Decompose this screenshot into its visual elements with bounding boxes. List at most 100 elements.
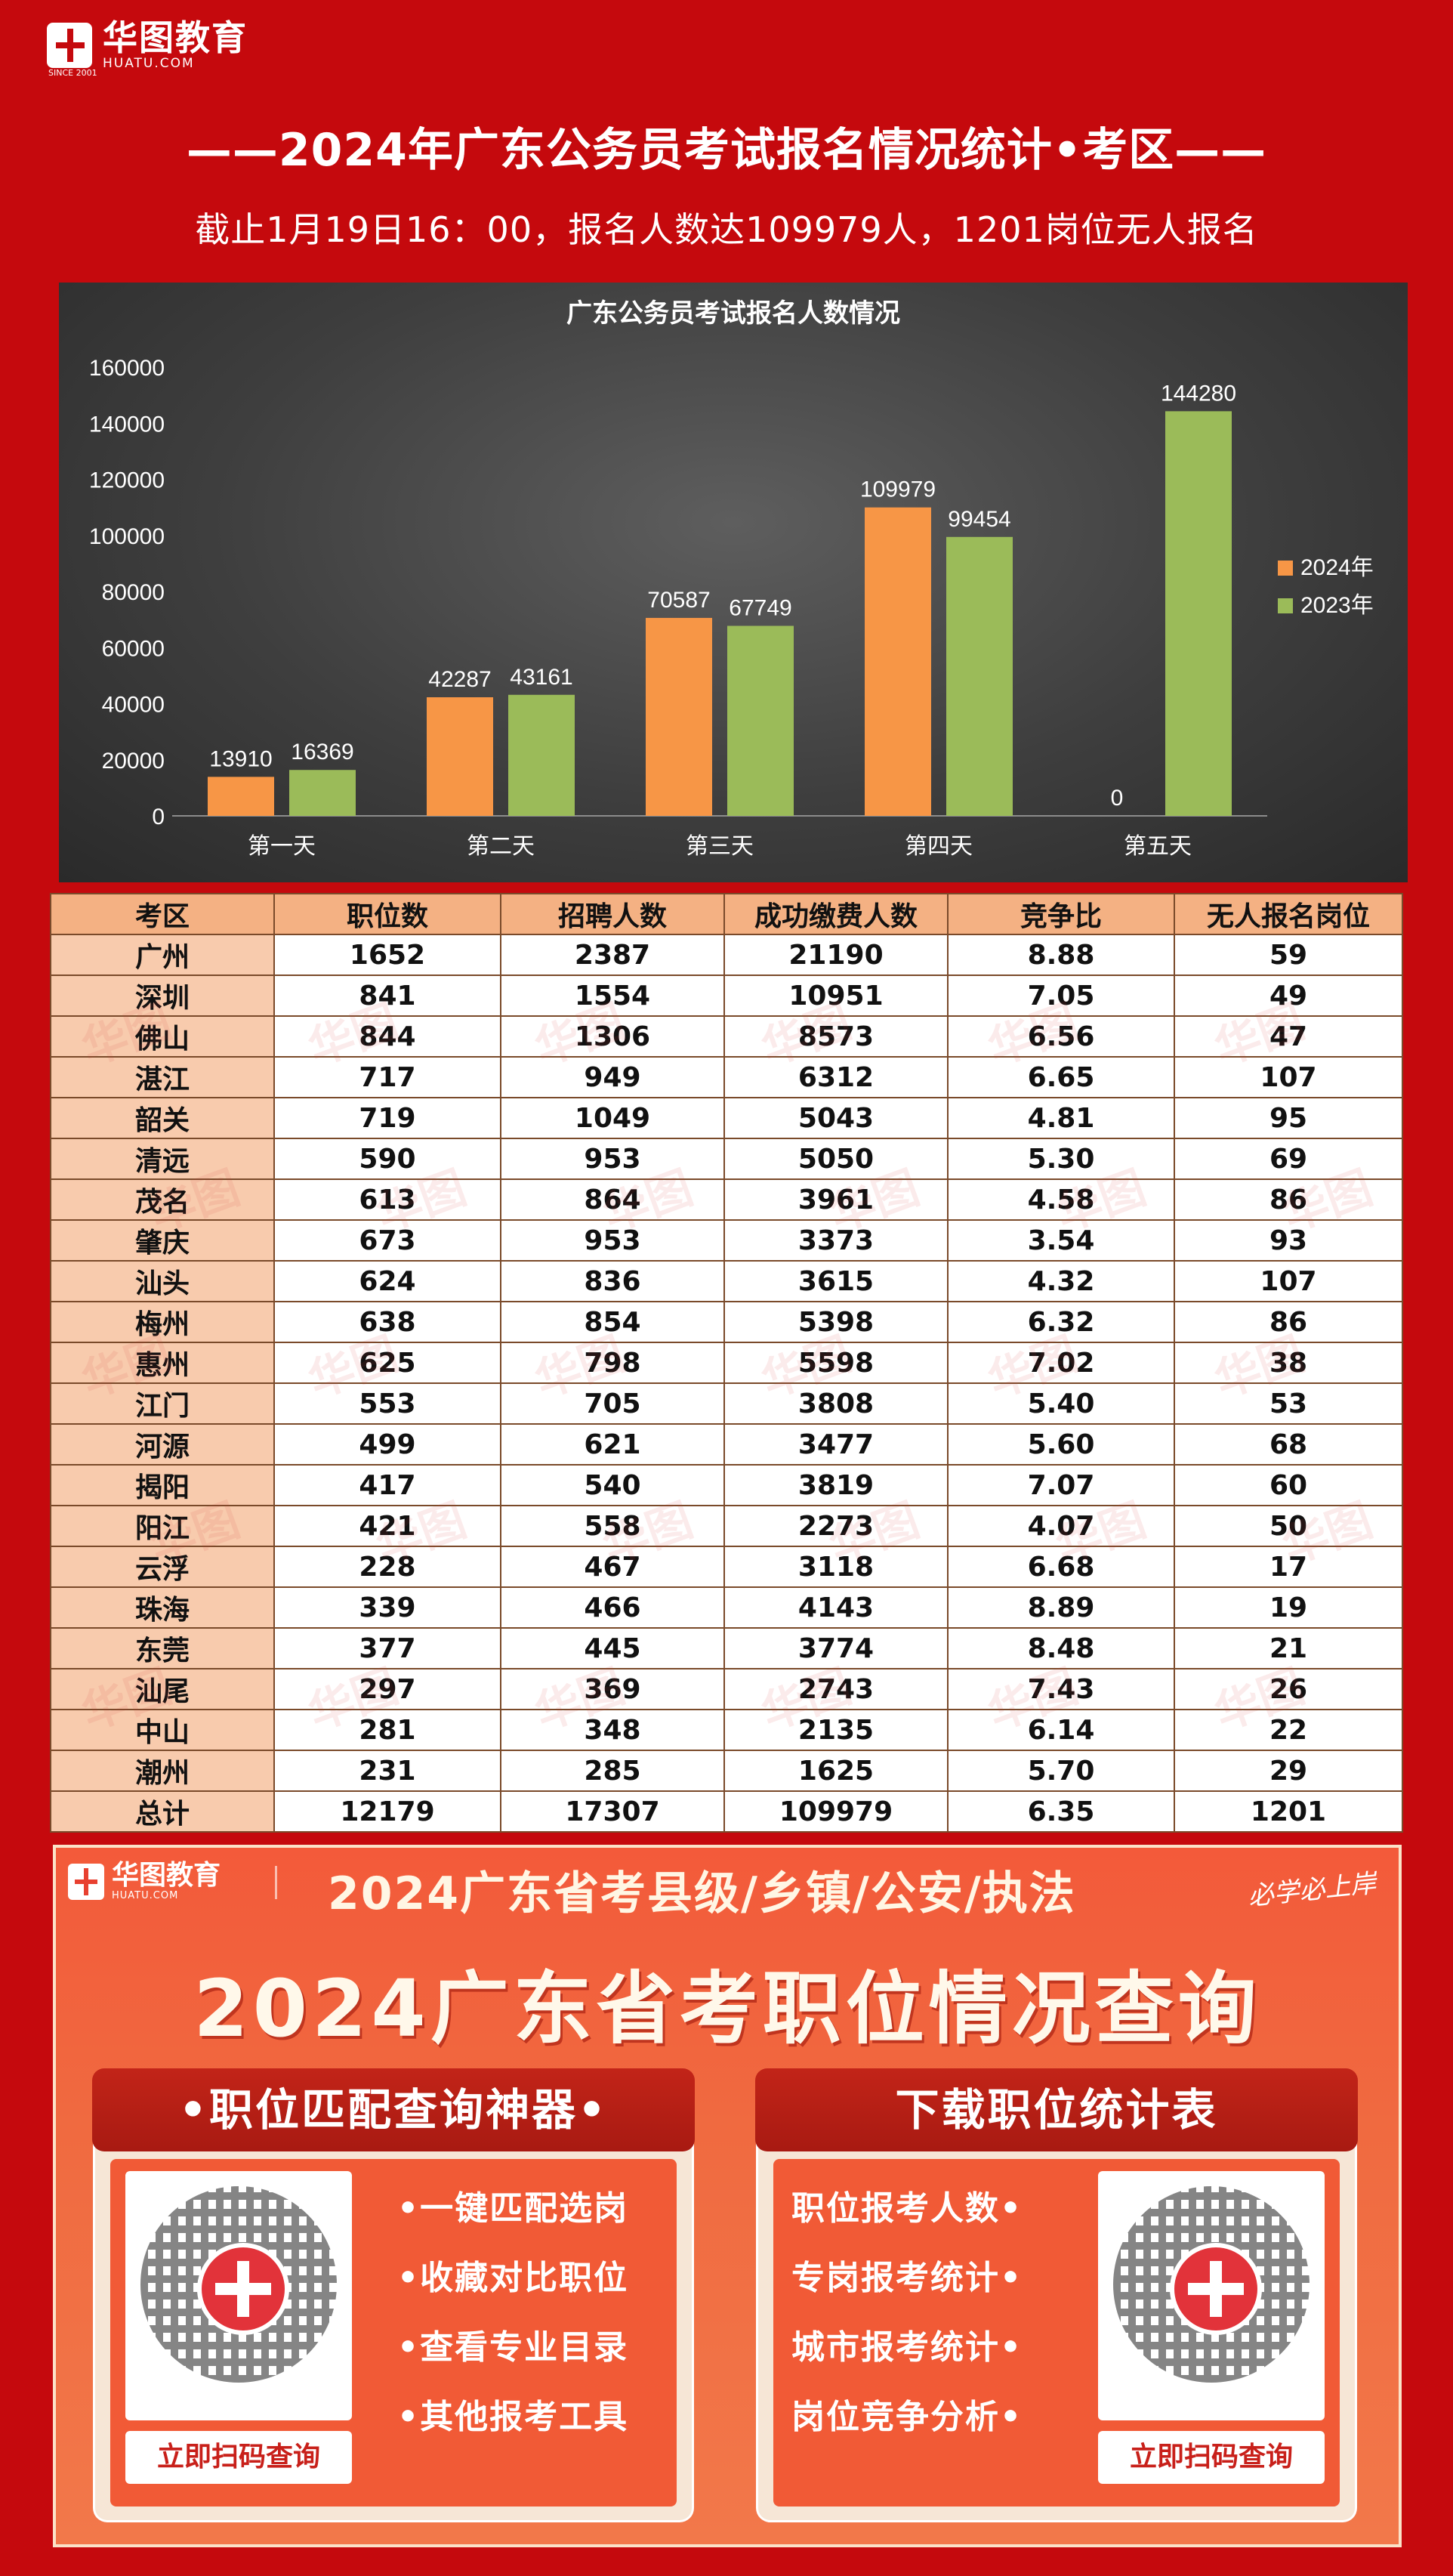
table-row: 惠州 625 798 5598 7.02 38: [50, 1342, 1403, 1384]
bar-series-2: [289, 770, 356, 816]
bar-series-1: [865, 507, 931, 816]
y-tick-label: 100000: [89, 524, 165, 549]
huatu-logo-icon: [47, 23, 92, 68]
table-cell: 6.68: [947, 1546, 1175, 1588]
banner-divider: [275, 1866, 277, 1899]
banner-headline: 2024广东省考县级/乡镇/公安/执法: [328, 1867, 1076, 1920]
region-cell: 茂名: [50, 1178, 275, 1221]
banner-logo-cn: 华图教育: [112, 1860, 221, 1891]
table-cell: 5043: [723, 1097, 949, 1139]
bar-series-1: [427, 697, 493, 816]
job-match-panel-body: 立即扫码查询 •一键匹配选岗 •收藏对比职位 •查看专业目录 •其他报考工具: [110, 2159, 677, 2507]
scan-query-button[interactable]: 立即扫码查询: [125, 2431, 352, 2484]
qr-code-icon[interactable]: [1098, 2171, 1325, 2420]
column-header: 无人报名岗位: [1174, 893, 1403, 935]
y-tick-label: 0: [152, 805, 165, 829]
qr-code-icon[interactable]: [125, 2171, 352, 2420]
banner-big-title: 2024广东省考职位情况查询: [193, 1963, 1261, 2055]
bar-series-2: [508, 694, 575, 816]
x-tick-label: 第五天: [1124, 834, 1192, 859]
table-row: 梅州 638 854 5398 6.32 86: [50, 1301, 1403, 1343]
table-cell: 2387: [500, 934, 725, 976]
table-cell: 60: [1174, 1464, 1403, 1506]
table-cell: 2135: [723, 1709, 949, 1751]
region-cell: 潮州: [50, 1750, 275, 1792]
table-cell: 107: [1174, 1056, 1403, 1098]
brand-since: SINCE 2001: [48, 68, 97, 78]
table-cell: 4143: [723, 1586, 949, 1629]
table-cell: 8.89: [947, 1586, 1175, 1629]
table-cell: 953: [500, 1138, 725, 1180]
data-label: 16369: [291, 740, 353, 764]
table-cell: 19: [1174, 1586, 1403, 1629]
job-match-panel: •职位匹配查询神器• 立即扫码查询 •一键匹配选岗 •收藏对比职位 •查看专业目…: [92, 2068, 695, 2520]
x-tick-label: 第二天: [467, 834, 535, 859]
table-cell: 3118: [723, 1546, 949, 1588]
table-cell: 2743: [723, 1668, 949, 1710]
region-cell: 河源: [50, 1423, 275, 1466]
table-cell: 673: [273, 1219, 501, 1262]
table-cell: 553: [273, 1382, 501, 1425]
page-subtitle: 截止1月19日16：00，报名人数达109979人，1201岗位无人报名: [195, 209, 1258, 250]
column-header: 职位数: [273, 893, 501, 935]
table-cell: 3808: [723, 1382, 949, 1425]
region-cell: 湛江: [50, 1056, 275, 1098]
region-cell: 中山: [50, 1709, 275, 1751]
download-feature-list: 职位报考人数• 专岗报考统计• 城市报考统计• 岗位竞争分析•: [791, 2174, 1023, 2452]
table-cell: 285: [500, 1750, 725, 1792]
table-cell: 5.40: [947, 1382, 1175, 1425]
table-row: 深圳 841 1554 10951 7.05 49: [50, 974, 1403, 1017]
region-cell: 肇庆: [50, 1219, 275, 1262]
region-cell: 清远: [50, 1138, 275, 1180]
table-cell: 6.32: [947, 1301, 1175, 1343]
table-row: 汕头 624 836 3615 4.32 107: [50, 1260, 1403, 1302]
table-cell: 38: [1174, 1342, 1403, 1384]
data-label: 99454: [948, 507, 1010, 532]
table-cell: 2273: [723, 1505, 949, 1547]
region-cell: 阳江: [50, 1505, 275, 1547]
table-total-row: 总计 12179 17307 109979 6.35 1201: [50, 1790, 1403, 1833]
table-cell: 3819: [723, 1464, 949, 1506]
table-cell: 558: [500, 1505, 725, 1547]
table-header-row: 考区 职位数 招聘人数 成功缴费人数 竞争比 无人报名岗位: [50, 893, 1403, 935]
total-cell: 17307: [500, 1790, 725, 1833]
table-row: 揭阳 417 540 3819 7.07 60: [50, 1464, 1403, 1506]
table-cell: 17: [1174, 1546, 1403, 1588]
table-cell: 228: [273, 1546, 501, 1588]
total-cell: 1201: [1174, 1790, 1403, 1833]
table-cell: 50: [1174, 1505, 1403, 1547]
table-cell: 6312: [723, 1056, 949, 1098]
data-label: 67749: [729, 595, 791, 620]
feature-item: 专岗报考统计•: [791, 2259, 1023, 2297]
table-cell: 3774: [723, 1627, 949, 1669]
table-cell: 7.05: [947, 974, 1175, 1017]
brand-name-cn: 华图教育: [103, 17, 248, 58]
region-cell: 云浮: [50, 1546, 275, 1588]
table-cell: 69: [1174, 1138, 1403, 1180]
scan-query-button[interactable]: 立即扫码查询: [1098, 2431, 1325, 2484]
region-cell: 韶关: [50, 1097, 275, 1139]
table-cell: 5.60: [947, 1423, 1175, 1466]
bar-series-1: [208, 777, 274, 816]
bar-chart: 广东公务员考试报名人数情况 0 20000 40000 60000 80000 10000…: [59, 283, 1408, 882]
data-label: 109979: [860, 477, 936, 502]
table-cell: 348: [500, 1709, 725, 1751]
total-cell: 12179: [273, 1790, 501, 1833]
column-header: 考区: [50, 893, 275, 935]
data-label: 43161: [510, 665, 572, 690]
table-cell: 854: [500, 1301, 725, 1343]
table-cell: 21190: [723, 934, 949, 976]
table-cell: 3.54: [947, 1219, 1175, 1262]
table-row: 韶关 719 1049 5043 4.81 95: [50, 1097, 1403, 1139]
table-cell: 231: [273, 1750, 501, 1792]
bar-series-2: [1165, 411, 1232, 816]
data-label: 13910: [209, 746, 272, 771]
download-stats-panel-body: 职位报考人数• 专岗报考统计• 城市报考统计• 岗位竞争分析• 立即扫码查询: [773, 2159, 1340, 2507]
feature-item: 城市报考统计•: [791, 2328, 1023, 2367]
x-tick-label: 第三天: [686, 834, 754, 859]
region-cell: 汕头: [50, 1260, 275, 1302]
promo-banner[interactable]: 华图教育 HUATU.COM 2024广东省考县级/乡镇/公安/执法 必学必上岸…: [53, 1845, 1402, 2547]
brand-logo[interactable]: 华图教育 HUATU.COM: [47, 20, 248, 71]
y-tick-label: 40000: [102, 693, 165, 718]
table-cell: 499: [273, 1423, 501, 1466]
